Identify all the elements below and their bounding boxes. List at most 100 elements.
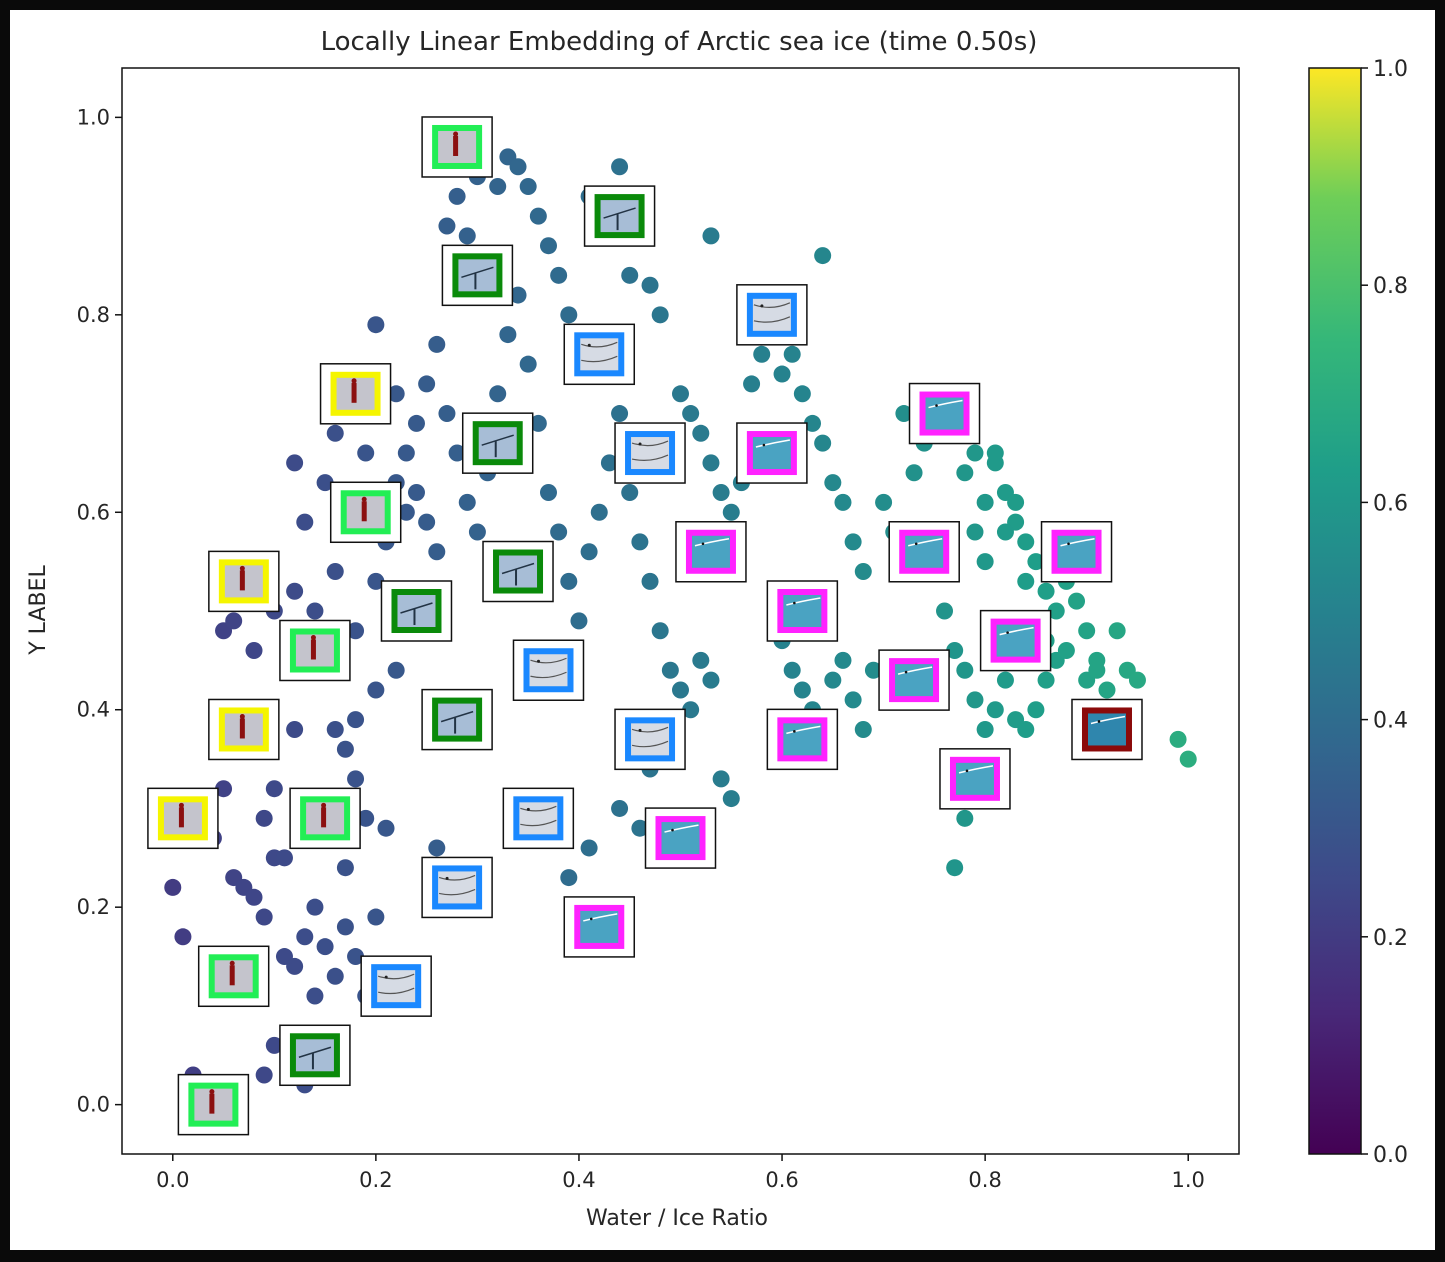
scatter-point — [773, 365, 791, 383]
thumbnail-water-magenta — [1040, 521, 1113, 583]
scatter-point — [1017, 572, 1035, 590]
scatter-point — [296, 928, 314, 946]
scatter-point — [347, 948, 365, 966]
x-tick-label: 0.0 — [156, 1168, 189, 1192]
scatter-point — [316, 938, 334, 956]
colorbar-tick-label: 0.0 — [1373, 1143, 1408, 1168]
colorbar-tick-label: 0.2 — [1373, 926, 1408, 951]
scatter-point — [367, 681, 385, 699]
scatter-point — [418, 375, 436, 393]
y-axis: 0.0 0.2 0.4 0.6 0.8 1.0 — [77, 105, 122, 1117]
scatter-point — [1068, 592, 1086, 610]
thumbnails-layer — [147, 116, 1143, 1136]
scatter-point — [509, 286, 527, 304]
scatter-point — [804, 414, 822, 432]
scatter-point — [682, 405, 700, 423]
scatter-point — [438, 405, 456, 423]
scatter-point — [428, 839, 446, 857]
scatter-point — [550, 266, 568, 284]
scatter-point — [560, 306, 578, 324]
scatter-point — [255, 908, 273, 926]
thumbnail-ice-blue — [502, 787, 575, 850]
scatter-point — [468, 523, 486, 541]
scatter-point — [956, 661, 974, 679]
scatter-point — [428, 543, 446, 561]
scatter-point — [225, 612, 243, 630]
scatter-point — [367, 572, 385, 590]
scatter-point — [844, 533, 862, 551]
scatter-point — [286, 454, 304, 472]
thumbnail-water-magenta — [675, 521, 747, 583]
thumbnail-water-magenta — [939, 748, 1011, 810]
thumbnail-water-magenta — [888, 521, 960, 583]
scatter-point — [1017, 533, 1035, 551]
scatter-point — [611, 405, 629, 423]
thumbnail-seal-darkgreen — [421, 688, 493, 751]
scatter-point — [946, 859, 964, 877]
scatter-point — [590, 503, 608, 521]
scatter-point — [347, 622, 365, 640]
scatter-point — [966, 444, 984, 462]
x-tick-label: 1.0 — [1172, 1168, 1205, 1192]
scatter-point — [245, 888, 263, 906]
scatter-point — [722, 790, 740, 808]
thumbnail-seal-darkgreen — [441, 244, 514, 307]
scatter-point — [367, 908, 385, 926]
scatter-point — [672, 385, 689, 403]
plot-frame — [121, 67, 1240, 1155]
scatter-point — [519, 355, 537, 373]
thumbnail-person-green — [279, 619, 351, 682]
scatter-point — [946, 641, 964, 659]
scatter-point — [347, 711, 365, 729]
thumbnail-seal-darkgreen — [461, 412, 534, 474]
thumbnail-seal-darkgreen — [583, 185, 656, 247]
scatter-point — [1027, 701, 1045, 719]
scatter-point — [286, 957, 304, 975]
scatter-point — [976, 553, 994, 571]
scatter-point — [956, 464, 974, 482]
scatter-point — [702, 227, 720, 245]
scatter-point — [1017, 720, 1035, 738]
scatter-point — [1007, 493, 1025, 511]
scatter-point — [357, 444, 375, 462]
scatter-point — [326, 563, 344, 581]
y-tick-label: 1.0 — [77, 105, 110, 129]
scatter-point — [814, 247, 832, 265]
scatter-point — [1088, 661, 1106, 679]
scatter-point — [966, 523, 984, 541]
scatter-point — [1179, 750, 1197, 768]
scatter-point — [215, 780, 233, 798]
scatter-point — [1057, 641, 1075, 659]
scatter-point — [539, 237, 557, 255]
thumbnail-ice-blue — [614, 422, 686, 484]
scatter-point — [743, 375, 761, 393]
scatter-point — [1108, 622, 1126, 640]
thumbnail-person-green — [329, 481, 402, 544]
scatter-point — [692, 651, 710, 669]
scatter-point — [895, 405, 913, 423]
scatter-point — [651, 306, 669, 324]
scatter-point — [1128, 671, 1146, 689]
scatter-point — [824, 671, 842, 689]
scatter-point — [611, 158, 629, 176]
scatter-point — [1037, 671, 1055, 689]
plot-area — [122, 68, 1239, 1154]
scatter-point — [824, 474, 842, 492]
scatter-point — [936, 602, 954, 620]
scatter-point — [875, 493, 893, 511]
thumbnail-water-magenta — [878, 649, 950, 711]
scatter-point — [956, 809, 974, 827]
scatter-point — [306, 602, 324, 620]
thumbnail-person-yellow — [208, 550, 280, 613]
scatter-point — [296, 513, 314, 531]
thumbnail-person-yellow — [208, 698, 280, 761]
thumbnail-water-magenta — [979, 609, 1052, 672]
scatter-point — [407, 414, 425, 432]
scatter-point — [621, 484, 639, 502]
scatter-point — [509, 158, 527, 176]
scatter-point — [1169, 730, 1187, 748]
y-tick-label: 0.8 — [77, 303, 110, 327]
scatter-point — [1027, 553, 1045, 571]
scatter-point — [600, 454, 618, 472]
thumbnail-person-green — [197, 945, 270, 1008]
